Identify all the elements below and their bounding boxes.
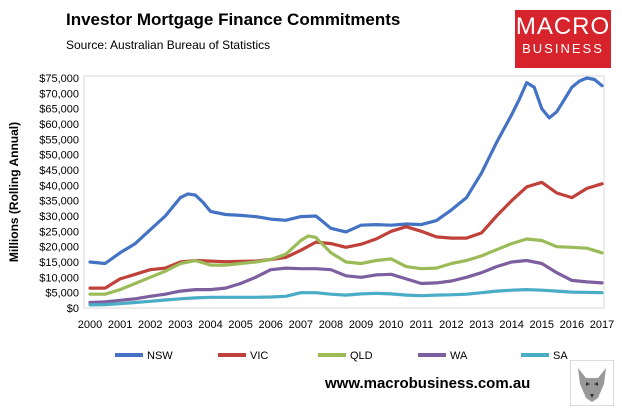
macrobusiness-logo: MACRO BUSINESS (515, 10, 611, 68)
y-tick-label: $5,000 (45, 288, 79, 300)
x-tick-label: 2016 (560, 319, 584, 331)
x-tick-label: 2014 (499, 319, 523, 331)
legend-label: NSW (147, 350, 173, 362)
website-url[interactable]: www.macrobusiness.com.au (325, 375, 531, 392)
x-tick-label: 2002 (138, 319, 162, 331)
y-axis-label: Millions (Rolling Annual) (7, 122, 21, 262)
series-line-sa (88, 288, 604, 307)
series-line-nsw (88, 76, 604, 266)
x-tick-label: 2006 (258, 319, 282, 331)
series-line-wa (88, 258, 604, 305)
y-tick-label: $50,000 (39, 150, 79, 162)
chart-source: Source: Australian Bureau of Statistics (66, 38, 271, 52)
legend: NSW VIC QLD WA SA (115, 350, 568, 362)
y-tick-label: $25,000 (39, 226, 79, 238)
logo-line-2: BUSINESS (522, 41, 604, 56)
legend-label: VIC (250, 350, 268, 362)
y-axis: $0 $5,000 $10,000 $15,000 $20,000 $25,000 $30,… (39, 73, 79, 315)
legend-item-qld: QLD (318, 350, 373, 362)
y-tick-label: $55,000 (39, 134, 79, 146)
y-tick-label: $0 (67, 303, 79, 315)
y-tick-label: $30,000 (39, 211, 79, 223)
y-tick-label: $40,000 (39, 180, 79, 192)
x-tick-label: 2011 (409, 319, 433, 331)
x-tick-label: 2001 (108, 319, 132, 331)
x-tick-label: 2013 (469, 319, 493, 331)
x-tick-label: 2000 (78, 319, 102, 331)
x-tick-label: 2005 (228, 319, 252, 331)
legend-label: QLD (350, 350, 373, 362)
wolf-icon (570, 360, 614, 406)
x-tick-label: 2015 (530, 319, 554, 331)
legend-item-wa: WA (418, 350, 468, 362)
x-tick-label: 2004 (198, 319, 222, 331)
series-line-qld (88, 234, 604, 296)
x-axis: 2000 2001 2002 2003 2004 2005 2006 2007 2008 2009… (78, 319, 614, 331)
legend-label: SA (553, 350, 568, 362)
y-tick-label: $60,000 (39, 119, 79, 131)
y-tick-label: $65,000 (39, 104, 79, 116)
x-tick-label: 2007 (289, 319, 313, 331)
x-tick-label: 2017 (590, 319, 614, 331)
y-tick-label: $15,000 (39, 257, 79, 269)
y-tick-label: $45,000 (39, 165, 79, 177)
y-tick-label: $35,000 (39, 196, 79, 208)
series-lines (88, 76, 604, 307)
legend-item-sa: SA (521, 350, 568, 362)
y-tick-label: $10,000 (39, 272, 79, 284)
x-tick-label: 2003 (168, 319, 192, 331)
y-tick-label: $20,000 (39, 242, 79, 254)
x-tick-label: 2009 (349, 319, 373, 331)
x-tick-label: 2010 (379, 319, 403, 331)
chart-title: Investor Mortgage Finance Commitments (66, 10, 401, 29)
legend-item-nsw: NSW (115, 350, 173, 362)
y-tick-label: $70,000 (39, 88, 79, 100)
x-tick-label: 2008 (319, 319, 343, 331)
series-line-vic (88, 180, 604, 290)
logo-line-1: MACRO (515, 13, 611, 40)
x-tick-label: 2012 (439, 319, 463, 331)
legend-label: WA (450, 350, 468, 362)
y-tick-label: $75,000 (39, 73, 79, 85)
legend-item-vic: VIC (218, 350, 268, 362)
